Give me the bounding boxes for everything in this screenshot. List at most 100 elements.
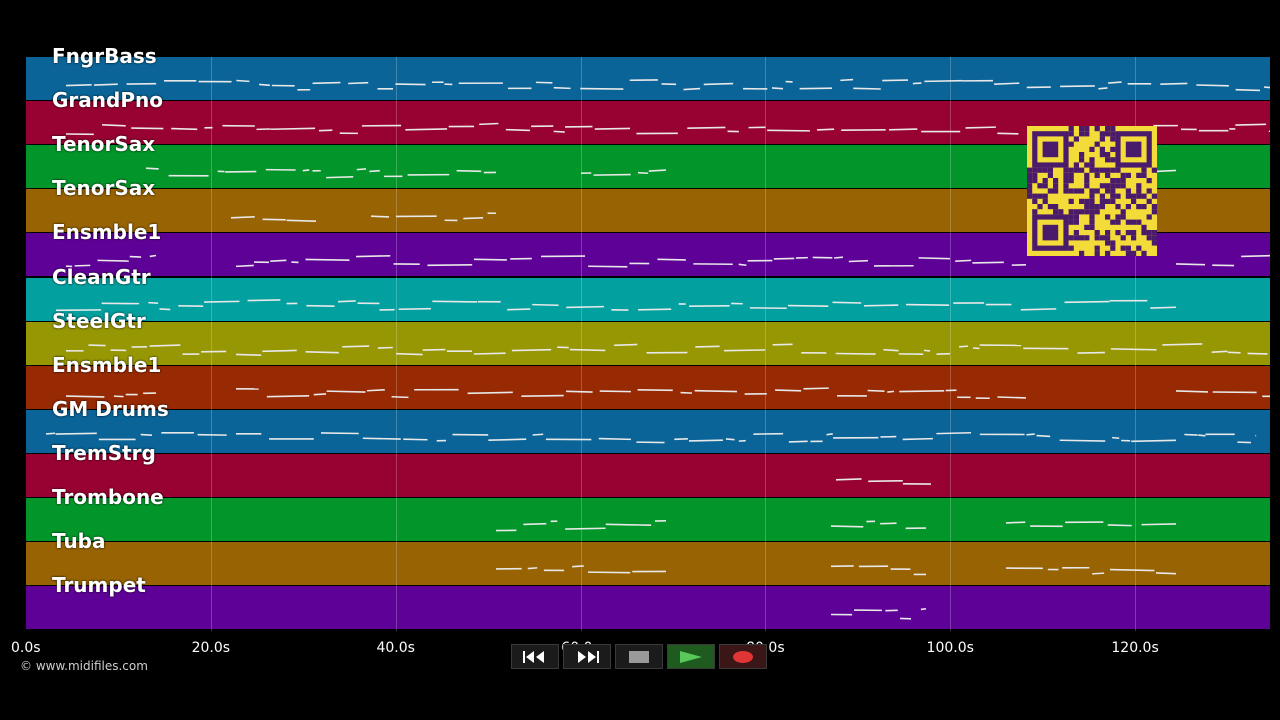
note-streak [1092,572,1105,575]
note-streak [848,259,868,263]
note-streak [65,395,105,398]
note-streak [148,301,159,305]
track-label: CleanGtr [52,264,151,289]
note-streak [74,264,91,267]
track-label: TenorSax [52,176,156,201]
note-streak [1112,436,1120,440]
note-streak [799,87,833,90]
note-streak [369,169,380,173]
note-layer [45,78,1270,620]
track-label: Tuba [52,529,106,554]
note-streak [467,391,513,395]
note-streak [377,346,393,349]
note-streak [236,79,250,83]
copyright-text: © www.midifiles.com [20,659,148,673]
note-streak [235,264,254,268]
note-streak [427,263,473,267]
note-streak [648,169,667,172]
note-streak [1155,572,1177,575]
note-streak [405,128,448,131]
note-streak [312,81,341,85]
note-streak [262,349,297,353]
track-lane: TremStrg [26,441,1270,497]
note-streak [605,523,652,526]
note-streak [637,388,673,392]
note-streak [771,87,784,90]
note-streak [965,126,996,129]
note-streak [887,390,895,393]
note-streak [637,171,649,175]
note-streak [45,432,56,435]
note-streak [1198,434,1206,437]
gridline [395,57,397,631]
note-streak [834,256,843,259]
note-streak [247,299,281,302]
note-streak [149,254,157,258]
note-streak [912,82,922,85]
note-streak [507,308,531,311]
note-streak [923,349,931,352]
note-streak [1107,524,1132,527]
note-streak [1150,306,1177,309]
note-streak [55,432,97,435]
note-streak [432,300,478,303]
note-streak [88,344,106,347]
gridline [765,57,767,631]
track-lane: Tuba [26,529,1270,586]
play-button[interactable] [667,644,715,669]
track-label: TenorSax [52,132,156,157]
note-streak [723,349,766,352]
note-streak [94,83,118,86]
note-streak [1064,300,1110,304]
note-streak [688,439,723,442]
note-streak [286,219,317,222]
note-streak [832,301,862,304]
fast-forward-button[interactable] [563,644,611,669]
note-streak [65,84,92,87]
track-label: Ensmble1 [52,220,162,245]
note-streak [680,391,693,394]
note-streak [313,393,327,396]
note-streak [266,395,310,398]
note-streak [1131,439,1177,443]
note-streak [326,390,366,393]
track-label: TremStrg [52,440,156,465]
gridline [950,57,952,631]
track-label: Trombone [52,485,164,509]
note-streak [566,390,593,393]
track-lane: FngrBass [26,44,1270,101]
note-streak [565,527,606,530]
stop-button[interactable] [615,644,663,669]
note-streak [959,345,968,348]
note-streak [594,127,631,130]
note-streak [102,124,126,127]
note-streak [725,438,735,441]
track-label: FngrBass [52,44,157,68]
note-streak [1020,308,1057,311]
note-streak [395,83,426,86]
note-streak [1162,343,1203,346]
note-streak [1196,84,1229,87]
note-streak [826,433,833,436]
note-streak [403,438,428,441]
note-streak [145,167,159,170]
note-streak [171,127,198,131]
note-streak [521,394,564,398]
note-streak [588,265,628,268]
note-streak [775,389,802,392]
qr-code-icon [1027,126,1157,256]
note-streak [1141,523,1177,526]
note-streak [587,571,631,574]
note-streak [337,300,356,303]
record-button[interactable] [719,644,767,669]
note-streak [997,132,1019,135]
note-streak [694,389,738,393]
note-streak [598,437,631,441]
note-streak [788,440,808,443]
note-streak [906,303,950,306]
note-streak [370,215,390,218]
note-streak [463,216,484,220]
stop-icon [629,650,649,663]
note-streak [131,127,164,130]
rewind-button[interactable] [511,644,559,669]
